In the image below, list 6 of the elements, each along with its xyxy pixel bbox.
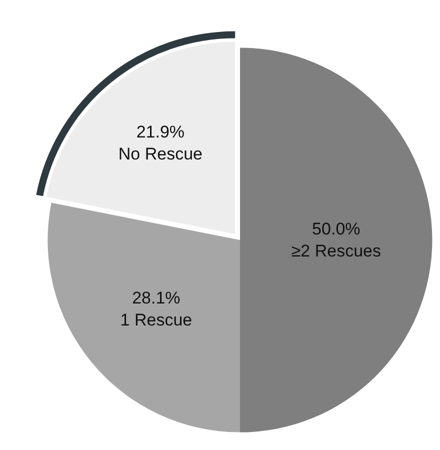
data-label: 50.0%: [312, 219, 360, 238]
slice-label: No Rescue: [118, 144, 202, 164]
slice-label: 1 Rescue: [120, 310, 192, 330]
data-label: 28.1%: [132, 288, 180, 308]
data-label: 21.9%: [136, 122, 185, 142]
slice-label: ≥2 Rescues: [291, 242, 381, 261]
